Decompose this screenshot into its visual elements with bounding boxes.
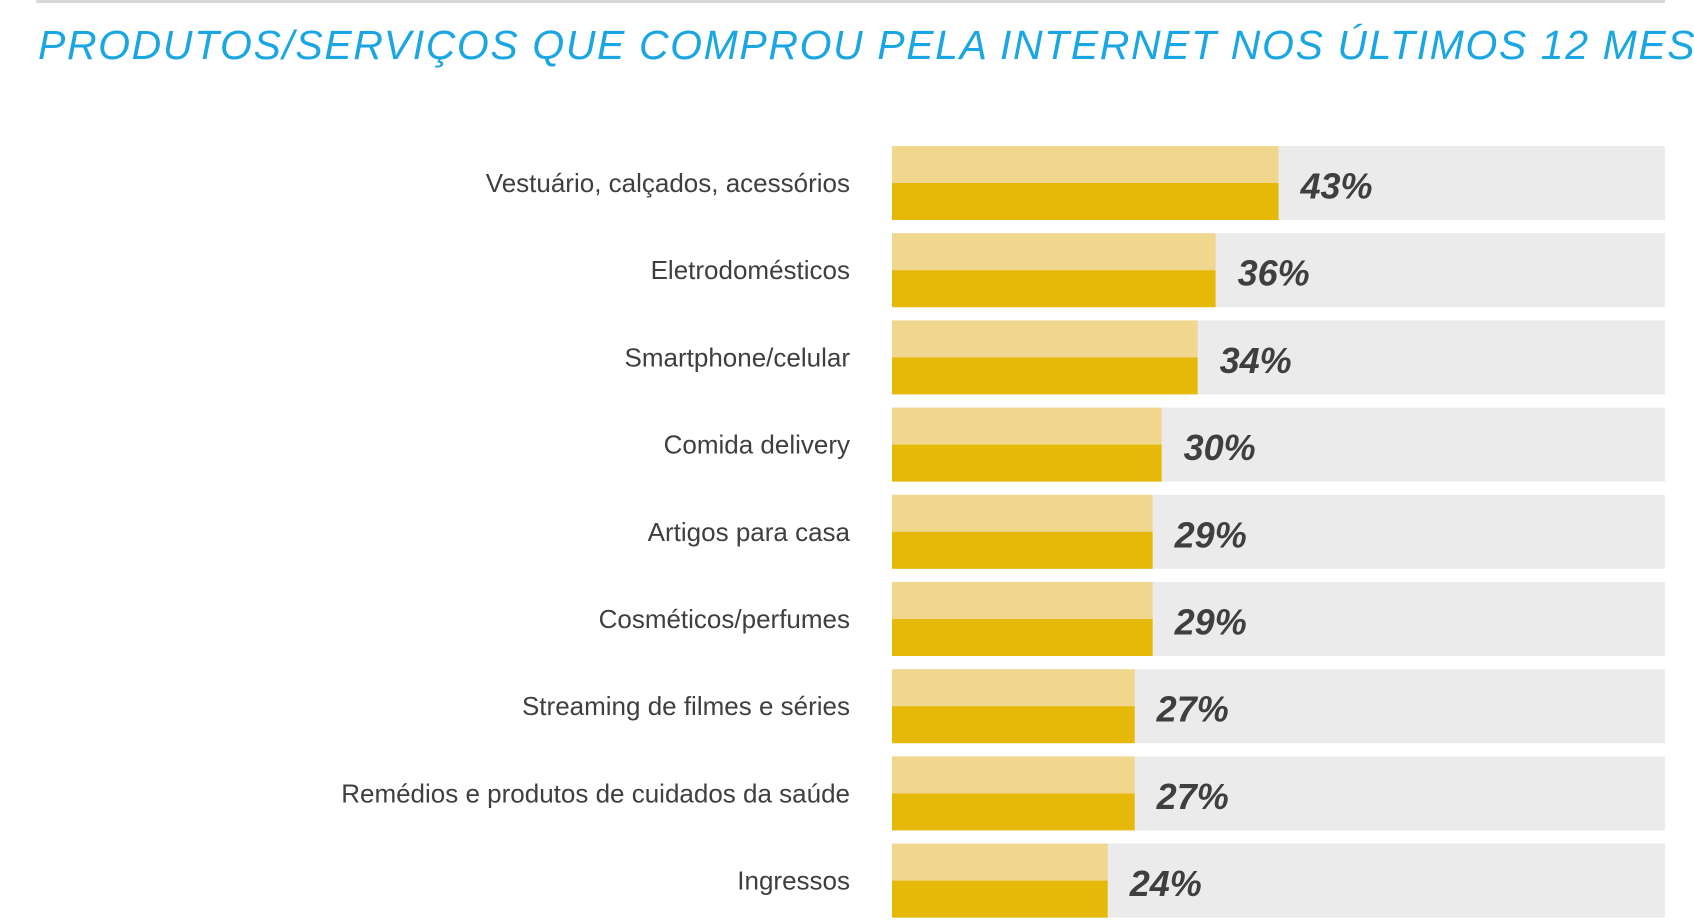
value-label: 30% xyxy=(1184,427,1256,468)
bar-highlight xyxy=(892,146,1279,183)
value-label: 34% xyxy=(1220,340,1292,381)
bar xyxy=(892,270,1216,308)
value-label: 43% xyxy=(1300,166,1373,207)
bar-highlight xyxy=(892,320,1198,358)
category-label: Ingressos xyxy=(737,866,850,896)
category-label: Smartphone/celular xyxy=(625,342,851,372)
chart-title: PRODUTOS/SERVIÇOS QUE COMPROU PELA INTER… xyxy=(38,22,1694,68)
category-label: Vestuário, calçados, acessórios xyxy=(486,168,850,198)
value-label: 27% xyxy=(1156,776,1229,817)
value-label: 29% xyxy=(1174,602,1247,643)
category-label: Eletrodomésticos xyxy=(651,255,850,285)
bar-highlight xyxy=(892,407,1162,445)
bar xyxy=(892,357,1198,395)
bar-highlight xyxy=(892,494,1153,532)
bar-highlight xyxy=(892,756,1135,794)
bar xyxy=(892,880,1108,918)
bar xyxy=(892,183,1279,220)
category-label: Streaming de filmes e séries xyxy=(522,691,850,721)
category-label: Cosméticos/perfumes xyxy=(599,604,850,634)
bar xyxy=(892,531,1153,569)
bar-highlight xyxy=(892,582,1153,619)
value-label: 36% xyxy=(1238,253,1310,294)
bar xyxy=(892,619,1153,656)
bar-highlight xyxy=(892,233,1216,271)
bar-highlight xyxy=(892,669,1135,707)
category-label: Artigos para casa xyxy=(648,517,851,547)
bar xyxy=(892,706,1135,744)
value-label: 27% xyxy=(1156,689,1229,730)
value-label: 24% xyxy=(1129,863,1202,904)
category-label: Comida delivery xyxy=(664,430,850,460)
category-label: Remédios e produtos de cuidados da saúde xyxy=(341,778,850,808)
bar xyxy=(892,444,1162,482)
bar xyxy=(892,793,1135,831)
value-label: 29% xyxy=(1174,514,1247,555)
bar-highlight xyxy=(892,843,1108,881)
top-rule xyxy=(36,0,1665,3)
